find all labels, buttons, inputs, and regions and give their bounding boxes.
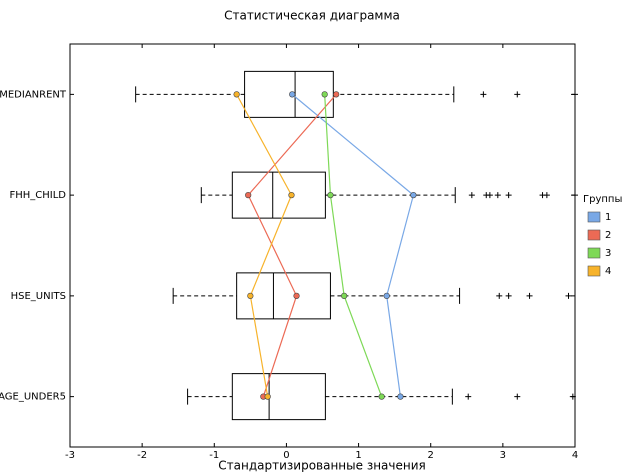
group-point bbox=[245, 192, 252, 199]
x-tick-label: 2 bbox=[428, 450, 434, 461]
outlier bbox=[543, 192, 550, 199]
group-point bbox=[383, 292, 390, 299]
x-tick-label: 3 bbox=[500, 450, 506, 461]
x-tick-label: 4 bbox=[572, 450, 578, 461]
group-point bbox=[410, 192, 417, 199]
x-axis-label: Стандартизированные значения bbox=[218, 459, 425, 473]
group-point bbox=[333, 91, 340, 98]
group-line bbox=[324, 94, 383, 397]
legend-swatch bbox=[587, 265, 601, 277]
x-tick-label: 1 bbox=[355, 450, 361, 461]
legend-label: 2 bbox=[605, 230, 611, 241]
group-point bbox=[289, 91, 296, 98]
group-point bbox=[247, 292, 254, 299]
outlier bbox=[569, 393, 576, 400]
x-tick-label: -2 bbox=[137, 450, 147, 461]
x-tick-label: 0 bbox=[283, 450, 289, 461]
y-tick-label: MEDIANRENT bbox=[0, 89, 67, 100]
outlier bbox=[572, 91, 578, 98]
group-point bbox=[288, 192, 295, 199]
legend-title: Группы bbox=[583, 194, 622, 205]
outlier bbox=[514, 393, 521, 400]
box bbox=[244, 70, 334, 118]
legend-swatch bbox=[587, 229, 601, 241]
group-line bbox=[291, 93, 415, 397]
legend-swatch bbox=[587, 211, 601, 223]
outlier bbox=[572, 192, 578, 199]
group-point bbox=[264, 393, 271, 400]
legend-swatch bbox=[587, 247, 601, 259]
outlier bbox=[468, 192, 475, 199]
group-point bbox=[341, 292, 348, 299]
outlier bbox=[505, 192, 512, 199]
outlier bbox=[494, 192, 501, 199]
outlier bbox=[505, 292, 512, 299]
outlier bbox=[465, 393, 472, 400]
outlier bbox=[514, 91, 521, 98]
y-tick-label: AGE_UNDER5 bbox=[0, 392, 66, 403]
group-line bbox=[247, 93, 337, 397]
legend-label: 1 bbox=[605, 212, 611, 223]
outlier bbox=[480, 91, 487, 98]
plot-frame bbox=[69, 43, 576, 448]
x-tick-label: -3 bbox=[65, 450, 75, 461]
group-point bbox=[378, 393, 385, 400]
group-point bbox=[233, 91, 240, 98]
group-point bbox=[321, 91, 328, 98]
box bbox=[236, 272, 331, 320]
outlier bbox=[496, 292, 503, 299]
outlier bbox=[565, 292, 572, 299]
y-tick-label: HSE_UNITS bbox=[11, 291, 66, 302]
x-tick-label: -1 bbox=[209, 450, 219, 461]
outlier bbox=[486, 192, 493, 199]
legend-label: 3 bbox=[605, 248, 611, 259]
group-point bbox=[293, 292, 300, 299]
y-tick-label: FHH_CHILD bbox=[9, 190, 66, 201]
chart-title: Статистическая диаграмма bbox=[224, 9, 400, 23]
legend-label: 4 bbox=[605, 266, 611, 277]
outlier bbox=[526, 292, 533, 299]
group-point bbox=[397, 393, 404, 400]
box bbox=[231, 373, 326, 421]
group-point bbox=[327, 192, 334, 199]
group-line bbox=[236, 94, 293, 397]
